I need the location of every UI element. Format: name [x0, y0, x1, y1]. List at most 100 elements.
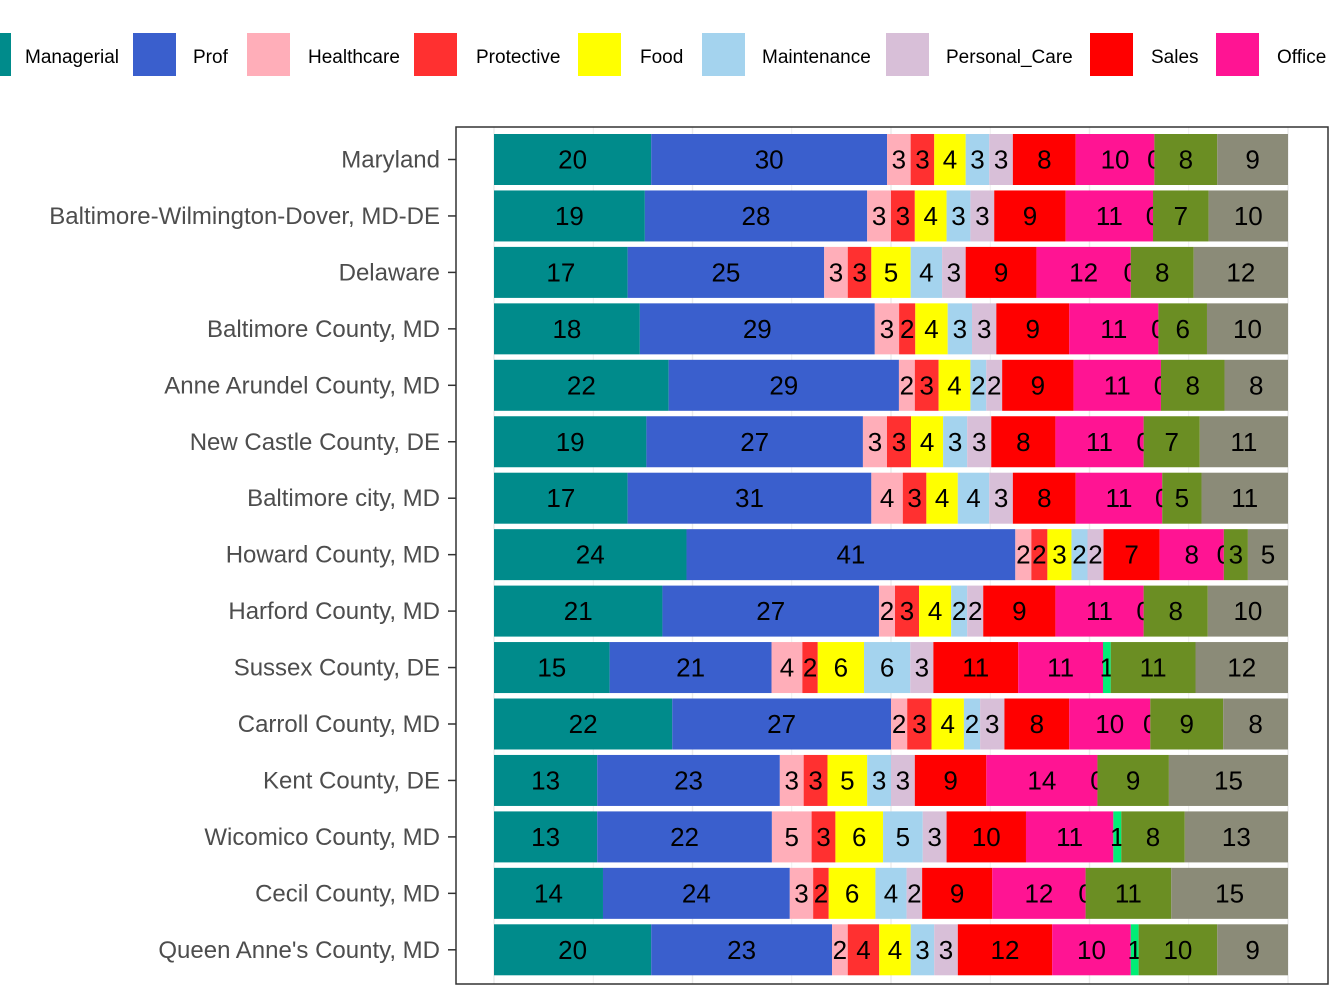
bar-segment-construction	[1143, 585, 1208, 637]
bar-value-label: 17	[546, 483, 575, 513]
bar-value-label: 4	[928, 596, 942, 626]
legend-swatch-maintenance	[702, 33, 745, 76]
bar-value-label: 2	[880, 596, 894, 626]
bar-segment-office	[1073, 359, 1161, 411]
bar-value-label: 9	[1126, 765, 1140, 795]
legend-label-protective: Protective	[476, 47, 560, 68]
bar-value-label: 25	[711, 257, 740, 287]
bar-value-label: 12	[1069, 257, 1098, 287]
bar-value-label: 11	[1086, 427, 1113, 457]
bar-segment-healthcare	[832, 924, 848, 976]
bar-segment-maintenance	[963, 698, 981, 750]
bar-segment-sales	[965, 246, 1037, 298]
bar-segment-healthcare	[891, 698, 908, 750]
bar-value-label: 6	[834, 653, 848, 683]
bar-row-baltimore-wilmington-dover-md-de: 1928334339110710	[494, 190, 1288, 242]
bar-segment-food	[879, 924, 911, 976]
bar-value-label: 9	[994, 257, 1008, 287]
bar-segment-sales	[957, 924, 1053, 976]
bar-row-new-castle-county-de: 1927334338110711	[494, 416, 1288, 468]
bar-value-label: 8	[1168, 596, 1182, 626]
bar-segment-healthcare	[874, 303, 900, 355]
legend-swatch-personal-care	[886, 33, 929, 76]
bar-segment-construction	[1153, 190, 1209, 242]
legend-label-maintenance: Maintenance	[762, 47, 871, 68]
bar-segment-maintenance	[970, 359, 987, 411]
bar-value-label: 23	[727, 935, 756, 965]
bar-value-label: 29	[769, 370, 798, 400]
bar-segment-maintenance	[965, 134, 990, 185]
bar-segment-food	[938, 359, 971, 411]
bar-segment-food	[911, 416, 944, 468]
bar-row-cecil-county-md: 14243264291201115	[494, 867, 1288, 919]
bar-value-label: 3	[951, 201, 965, 231]
bar-segment-food	[835, 811, 884, 863]
bar-value-label: 4	[920, 427, 934, 457]
bar-value-label: 15	[1215, 878, 1244, 908]
bar-segment-healthcare	[898, 359, 915, 411]
bar-value-label: 4	[780, 653, 794, 683]
bar-value-label: 3	[808, 765, 822, 795]
bar-segment-prof	[602, 867, 790, 919]
bar-segment-protective	[811, 811, 836, 863]
bar-value-label: 21	[676, 653, 705, 683]
bar-segment-construction	[1223, 529, 1248, 581]
bar-segment-personal-care	[906, 867, 923, 919]
bar-segment-prof	[644, 190, 868, 242]
legend-label-sales: Sales	[1151, 47, 1199, 68]
bar-row-queen-anne-s-county-md: 20 23 2 4 4 3 3 12 10 1 10 9	[494, 924, 1288, 976]
bar-value-label: 8	[1146, 822, 1160, 852]
bar-segment-production	[1223, 698, 1288, 750]
bar-value-label: 11	[1100, 314, 1127, 344]
bar-segment-managerial	[494, 359, 669, 411]
bar-value-label: 15	[1214, 765, 1243, 795]
bar-value-label: 22	[567, 370, 596, 400]
bar-value-label: 11	[962, 653, 989, 683]
bar-value-label: 5	[896, 822, 910, 852]
bar-segment-construction	[1150, 698, 1224, 750]
bar-value-label: 3	[948, 427, 962, 457]
bar-segment-prof	[627, 246, 825, 298]
bar-value-label: 1	[1110, 822, 1124, 852]
legend-item-food: Food	[578, 33, 683, 76]
bar-value-label: 5	[1261, 540, 1275, 570]
bar-value-label: 3	[975, 201, 989, 231]
bar-segment-maintenance	[943, 416, 968, 468]
bar-value-label: 3	[892, 427, 906, 457]
bar-value-label: 2	[971, 370, 985, 400]
bar-segment-food	[827, 754, 868, 806]
bar-value-label: 12	[1227, 653, 1256, 683]
bar-segment-sales	[1002, 359, 1074, 411]
bar-segment-protective	[895, 585, 920, 637]
bar-segment-food	[817, 642, 865, 694]
bar-value-label: 4	[880, 483, 894, 513]
bar-segment-personal-care	[967, 416, 992, 468]
bar-value-label: 18	[552, 314, 581, 344]
bar-segment-healthcare	[771, 811, 812, 863]
bar-segment-office	[1055, 416, 1144, 468]
bar-segment-protective	[847, 246, 872, 298]
bar-value-label: 3	[972, 427, 986, 457]
bar-segment-production	[1199, 416, 1288, 468]
bar-segment-healthcare	[867, 190, 891, 242]
bar-value-label: 2	[987, 370, 1001, 400]
bar-segment-sales	[914, 754, 987, 806]
bar-segment-managerial	[494, 754, 598, 806]
category-label: Cecil County, MD	[255, 880, 440, 907]
bar-segment-prof	[668, 359, 899, 411]
bar-value-label: 10	[1233, 596, 1262, 626]
bar-segment-sales	[1004, 698, 1070, 750]
bar-value-label: 31	[735, 483, 764, 513]
bar-value-label: 13	[1222, 822, 1251, 852]
bar-segment-office	[1159, 529, 1224, 581]
bar-value-label: 9	[950, 878, 964, 908]
bar-value-label: 5	[785, 822, 799, 852]
bar-value-label: 3	[915, 935, 929, 965]
bar-value-label: 9	[1031, 370, 1045, 400]
bar-segment-personal-care	[934, 924, 958, 976]
bar-value-label: 11	[1115, 878, 1142, 908]
bar-segment-healthcare	[887, 134, 911, 185]
bar-value-label: 8	[1185, 540, 1199, 570]
bar-segment-prof	[639, 303, 875, 355]
bar-value-label: 3	[939, 935, 953, 965]
